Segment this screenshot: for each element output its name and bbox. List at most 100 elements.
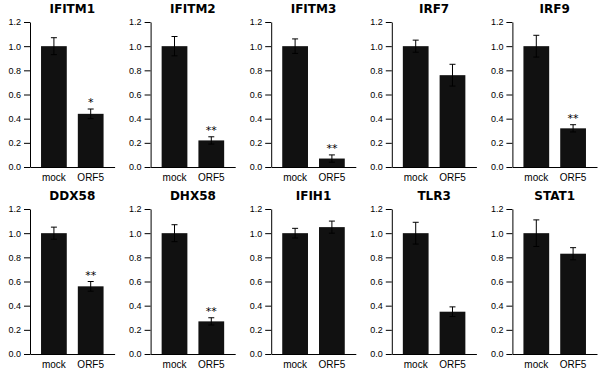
tick: mock — [404, 359, 429, 370]
axis-line — [392, 210, 393, 355]
bar — [440, 75, 466, 167]
axis-line — [271, 210, 272, 355]
title: IRF9 — [540, 2, 570, 16]
tick-label: 0.0 — [370, 162, 383, 172]
tick-label: mock — [163, 172, 188, 183]
tick: 1.0 — [8, 42, 30, 52]
bar — [41, 233, 67, 354]
tick-mark — [145, 119, 151, 120]
x-axis: mockORF5 — [151, 355, 236, 371]
tick: 0.4 — [491, 301, 513, 311]
error-bar — [208, 137, 214, 144]
title: IRF7 — [419, 2, 449, 16]
tick: mock — [42, 359, 67, 370]
tick-label: 0.4 — [250, 301, 263, 311]
tick: 0.6 — [8, 277, 30, 287]
tick: 0.8 — [129, 66, 151, 76]
tick-label: 1.0 — [250, 229, 263, 239]
tick-mark — [506, 22, 512, 23]
tick-mark — [24, 209, 30, 210]
annotation: ** — [206, 305, 218, 318]
tick-label: 0.0 — [8, 349, 21, 359]
axis-line — [151, 210, 152, 355]
tick: 0.6 — [250, 90, 272, 100]
panel: 0.00.20.40.60.81.01.2mockORF5**IFITM3 — [250, 2, 357, 183]
bar — [198, 321, 224, 354]
tick-mark — [145, 354, 151, 355]
bar — [162, 233, 188, 354]
x-axis: mockORF5 — [272, 168, 357, 184]
tick: 0.6 — [370, 90, 392, 100]
tick-mark — [265, 282, 271, 283]
title: IFITM1 — [49, 2, 95, 16]
x-axis: mockORF5 — [392, 355, 477, 371]
tick-label: ORF5 — [560, 359, 587, 370]
tick: 0.2 — [250, 138, 272, 148]
tick: 1.2 — [129, 17, 151, 27]
tick: 0.2 — [491, 325, 513, 335]
error-bar — [292, 228, 298, 238]
bar — [282, 233, 308, 354]
axis-line — [512, 210, 513, 355]
tick: mock — [524, 359, 549, 370]
bar — [523, 233, 549, 354]
tick: 0.0 — [370, 162, 392, 172]
tick-label: ORF5 — [77, 359, 104, 370]
tick-mark — [24, 46, 30, 47]
tick-label: 0.4 — [370, 301, 383, 311]
tick-label: 1.2 — [8, 17, 21, 27]
tick: 0.8 — [250, 253, 272, 263]
y-axis: 0.00.20.40.60.81.01.2 — [250, 204, 272, 359]
tick: 0.6 — [491, 277, 513, 287]
panel: 0.00.20.40.60.81.01.2mockORF5*IFITM1 — [8, 2, 115, 183]
tick: 0.0 — [250, 162, 272, 172]
title: IFITM2 — [170, 2, 216, 16]
error-bar — [449, 64, 455, 86]
tick-label: 0.0 — [250, 162, 263, 172]
tick: ORF5 — [77, 359, 104, 370]
tick: 1.2 — [250, 204, 272, 214]
tick-label: 0.4 — [129, 114, 142, 124]
y-axis: 0.00.20.40.60.81.01.2 — [250, 17, 272, 172]
tick-label: 1.2 — [491, 17, 504, 27]
tick: ORF5 — [560, 172, 587, 183]
tick-mark — [145, 167, 151, 168]
tick-mark — [386, 95, 392, 96]
tick-label: 0.6 — [250, 90, 263, 100]
tick-mark — [265, 95, 271, 96]
x-axis: mockORF5 — [392, 168, 477, 184]
tick: 0.2 — [370, 138, 392, 148]
tick-mark — [506, 257, 512, 258]
bar — [78, 114, 104, 167]
tick-mark — [265, 143, 271, 144]
y-axis: 0.00.20.40.60.81.01.2 — [491, 204, 513, 359]
x-axis: mockORF5 — [151, 168, 236, 184]
bar — [403, 46, 429, 167]
tick: 0.2 — [129, 138, 151, 148]
panel: 0.00.20.40.60.81.01.2mockORF5IFIH1 — [250, 189, 357, 370]
tick-label: ORF5 — [439, 172, 466, 183]
tick-mark — [24, 70, 30, 71]
tick-mark — [265, 306, 271, 307]
tick-label: 0.6 — [129, 90, 142, 100]
tick-label: 1.0 — [8, 229, 21, 239]
error-bar — [172, 37, 178, 56]
tick: 0.8 — [370, 66, 392, 76]
axis-line — [392, 354, 477, 355]
tick: 0.0 — [129, 349, 151, 359]
annotation: * — [88, 96, 94, 109]
annotation: ** — [568, 112, 580, 125]
tick-mark — [506, 167, 512, 168]
tick-mark — [506, 143, 512, 144]
axis-line — [512, 23, 513, 168]
tick-label: 0.2 — [491, 325, 504, 335]
bar — [41, 46, 67, 167]
tick-mark — [24, 119, 30, 120]
axis-line — [31, 167, 116, 168]
tick: 0.2 — [8, 138, 30, 148]
tick-label: 0.2 — [129, 138, 142, 148]
axis-line — [272, 167, 357, 168]
tick-label: 0.4 — [250, 114, 263, 124]
tick-label: 0.4 — [491, 301, 504, 311]
bar — [403, 233, 429, 354]
